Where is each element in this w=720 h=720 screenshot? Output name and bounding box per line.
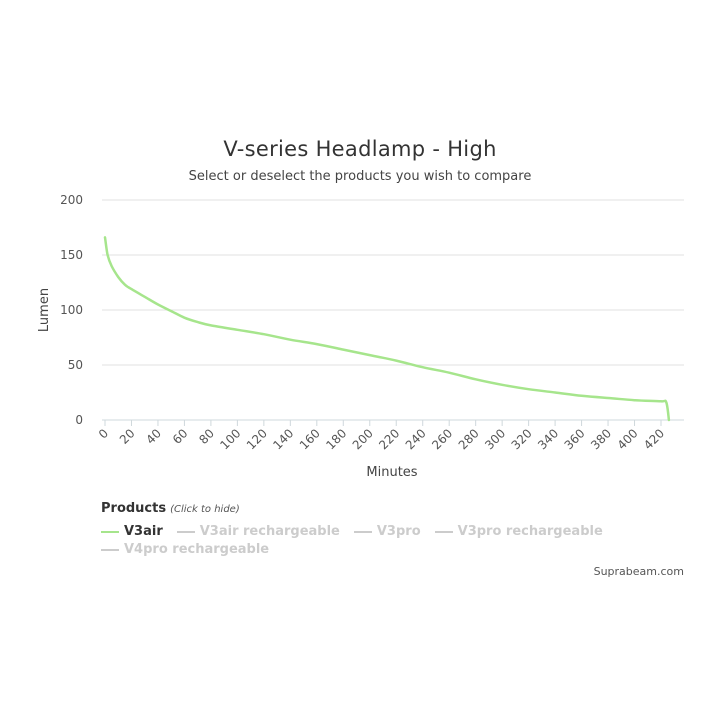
x-tick-label: 420 bbox=[641, 426, 667, 452]
x-tick-label: 60 bbox=[170, 426, 191, 447]
legend-item-label: V3air bbox=[124, 524, 163, 539]
x-tick-label: 160 bbox=[297, 426, 323, 452]
x-tick-label: 20 bbox=[117, 426, 138, 447]
chart-title: V-series Headlamp - High bbox=[223, 137, 497, 161]
series-line-v3air[interactable] bbox=[103, 236, 671, 422]
x-tick-label: 120 bbox=[244, 426, 270, 452]
y-tick-label: 0 bbox=[75, 413, 83, 427]
x-tick-label: 0 bbox=[96, 426, 111, 441]
y-axis-ticks: 0 50 100 150 200 bbox=[60, 193, 83, 427]
x-tick-label: 300 bbox=[482, 426, 508, 452]
legend-swatch bbox=[101, 548, 119, 551]
y-tick-label: 150 bbox=[60, 248, 83, 262]
credit-link[interactable]: Suprabeam.com bbox=[593, 565, 684, 578]
series-lines bbox=[103, 236, 671, 422]
x-tick-label: 400 bbox=[615, 426, 641, 452]
legend-item-v3pro[interactable]: V3pro bbox=[353, 524, 421, 539]
legend-item-label: V4pro rechargeable bbox=[124, 542, 270, 557]
legend-items: V3air V3air rechargeable V3pro V3pro rechar… bbox=[101, 524, 661, 557]
x-tick-label: 40 bbox=[143, 426, 164, 447]
legend-item-label: V3pro bbox=[376, 524, 421, 539]
legend-swatch bbox=[434, 530, 453, 533]
y-axis-label: Lumen bbox=[37, 288, 52, 332]
x-tick-label: 240 bbox=[403, 426, 429, 452]
legend-item-v3air-rechargeable[interactable]: V3air rechargeable bbox=[176, 524, 340, 539]
x-tick-label: 180 bbox=[323, 426, 349, 452]
x-tick-label: 380 bbox=[588, 426, 614, 452]
y-tick-label: 100 bbox=[60, 303, 83, 317]
x-tick-label: 140 bbox=[270, 426, 296, 452]
x-tick-label: 220 bbox=[376, 426, 402, 452]
grid-lines bbox=[102, 199, 684, 421]
x-axis-ticks: 0 20 40 60 80 100 120 140 160 180 200 220 240 260 280 3… bbox=[96, 420, 667, 452]
legend-swatch bbox=[101, 530, 119, 533]
chart-subtitle: Select or deselect the products you wish… bbox=[188, 169, 532, 184]
legend-item-v3pro-rechargeable[interactable]: V3pro rechargeable bbox=[434, 524, 603, 539]
legend-item-label: V3pro rechargeable bbox=[457, 524, 603, 539]
x-tick-label: 360 bbox=[562, 426, 588, 452]
legend-swatch bbox=[353, 530, 372, 533]
x-tick-label: 100 bbox=[217, 426, 243, 452]
legend: Products (Click to hide) V3air V3air recha… bbox=[101, 501, 661, 557]
x-axis-label: Minutes bbox=[366, 465, 417, 480]
x-tick-label: 260 bbox=[429, 426, 455, 452]
legend-swatch bbox=[176, 530, 195, 533]
x-tick-label: 280 bbox=[456, 426, 482, 452]
legend-item-v4pro-rechargeable[interactable]: V4pro rechargeable bbox=[101, 542, 269, 557]
legend-title: Products bbox=[101, 501, 167, 516]
x-tick-label: 200 bbox=[350, 426, 376, 452]
legend-item-v3air[interactable]: V3air bbox=[101, 524, 163, 539]
x-tick-label: 80 bbox=[196, 426, 217, 447]
x-tick-label: 340 bbox=[535, 426, 561, 452]
legend-item-label: V3air rechargeable bbox=[199, 524, 340, 539]
legend-header: Products (Click to hide) bbox=[101, 501, 661, 516]
y-tick-label: 200 bbox=[60, 193, 83, 207]
x-tick-label: 320 bbox=[509, 426, 535, 452]
y-tick-label: 50 bbox=[68, 358, 83, 372]
legend-hint: (Click to hide) bbox=[170, 504, 240, 515]
